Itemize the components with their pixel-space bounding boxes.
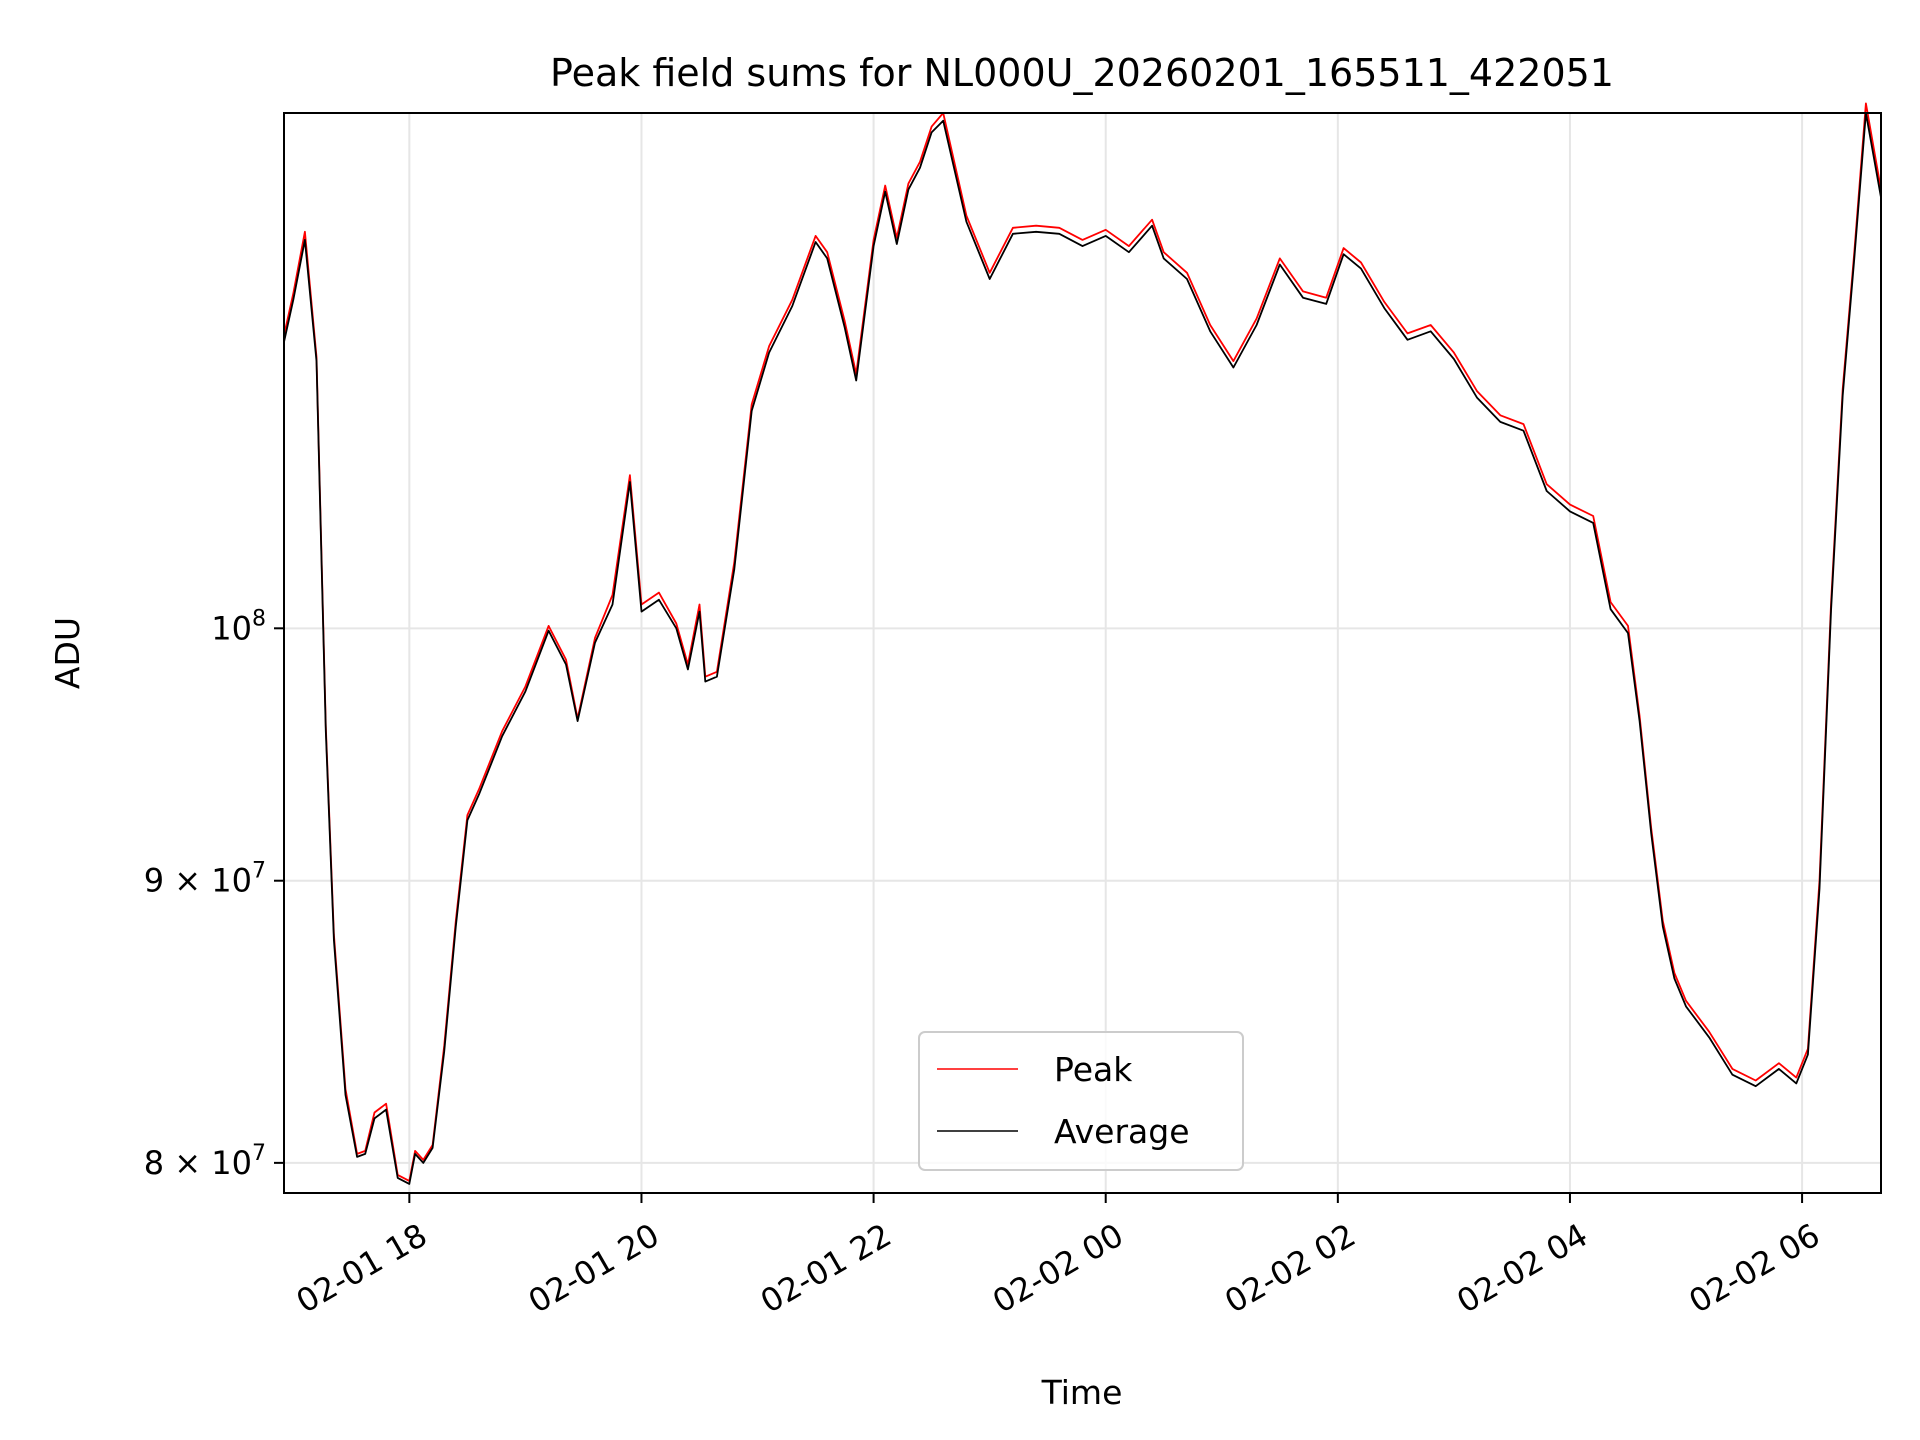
legend-box [918, 1031, 1244, 1171]
grid [284, 113, 1881, 1193]
series-line-average [283, 112, 1882, 1185]
legend-label-average: Average [1054, 1112, 1190, 1151]
legend: Peak Average [918, 1031, 1244, 1171]
y-tick-label-2: 108 [211, 606, 266, 647]
legend-label-peak: Peak [1054, 1050, 1133, 1089]
x-axis-label: Time [1041, 1373, 1123, 1412]
y-tick-label-0: 8 × 107 [144, 1141, 266, 1182]
chart-title: Peak field sums for NL000U_20260201_1655… [550, 51, 1614, 95]
plot-frame [283, 112, 1882, 1194]
y-axis-label: ADU [48, 617, 87, 689]
y-axis: 8 × 107 9 × 107 108 [144, 606, 284, 1182]
y-tick-label-1: 9 × 107 [144, 859, 266, 900]
series-layer [283, 102, 1882, 1185]
